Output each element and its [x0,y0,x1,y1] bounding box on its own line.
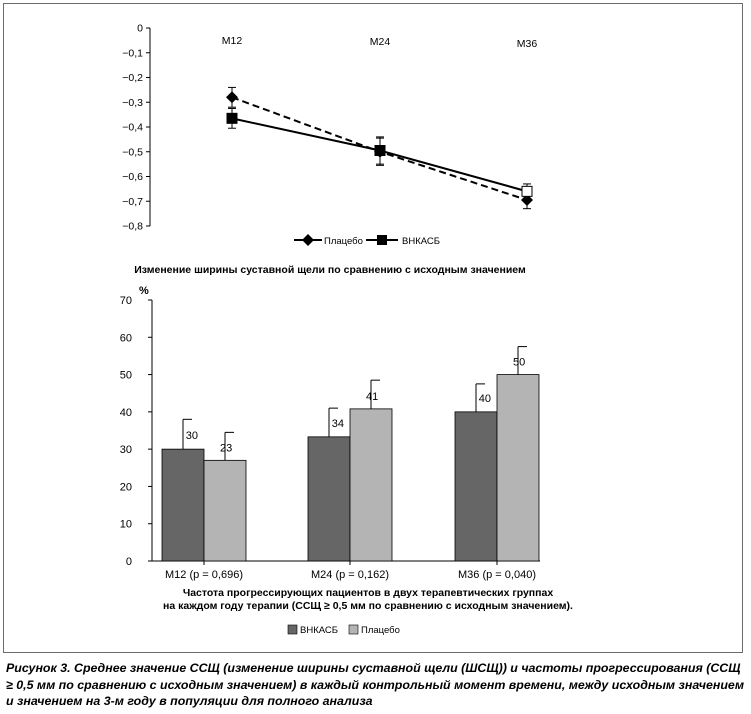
data-label: 50 [513,357,525,369]
data-label: 40 [479,393,491,405]
legend-marker [302,234,314,246]
data-label: 23 [220,442,232,454]
y-tick-label: 40 [120,407,132,419]
y-tick-label: −0,7 [122,196,143,208]
bar-chart: % 0 10 20 30 40 50 60 70 30 23 34 41 40 50 M12 (p = … [120,285,540,636]
legend-label: ВНКАСБ [402,236,440,247]
legend-label: ВНКАСБ [300,625,338,636]
line-chart-series [226,86,533,210]
y-tick-label: −0,5 [122,146,143,158]
y-tick-label: 10 [120,519,132,531]
y-tick-label: 20 [120,481,132,493]
figure-caption: Рисунок 3. Среднее значение ССЩ (изменен… [6,661,744,708]
bar-chart-title-line-1: Частота прогрессирующих пациентов в двух… [183,587,554,599]
bar-chart-legend: ВНКАСБ Плацебо [287,624,400,636]
legend-label: Плацебо [361,625,400,636]
bar-chart-bars: 30 23 34 41 40 50 [161,346,540,562]
data-point [374,145,386,157]
category-label: M12 (p = 0,696) [165,569,243,581]
figure-frame [3,3,743,653]
bar [161,448,205,562]
bar-chart-categories: M12 (p = 0,696) M24 (p = 0,162) M36 (p = 0… [165,561,536,581]
line-chart: 0 −0,1 −0,2 −0,3 −0,4 −0,5 −0,6 −0,7 −0,8 M12 M24… [122,23,537,248]
data-point [226,112,238,124]
line-chart-y-axis: 0 −0,1 −0,2 −0,3 −0,4 −0,5 −0,6 −0,7 −0,8 [122,23,151,233]
bar [203,459,247,562]
data-label: 34 [332,418,344,430]
y-tick-label: −0,8 [122,221,143,233]
legend-marker [377,235,387,245]
y-tick-label: 50 [120,370,132,382]
data-point [521,185,533,197]
y-tick-label: 70 [120,295,132,307]
y-tick-label: 0 [137,23,143,35]
y-tick-label: 60 [120,332,132,344]
y-tick-label: −0,3 [122,97,143,109]
bar [496,374,540,562]
data-point [226,91,238,104]
bar [454,411,498,562]
data-point [521,194,533,207]
y-tick-label: 0 [126,556,132,568]
y-tick-label: −0,2 [122,72,143,84]
y-tick-label: −0,6 [122,171,143,183]
data-label: 41 [366,391,378,403]
category-label: M12 [222,35,243,47]
figure-charts: 0 −0,1 −0,2 −0,3 −0,4 −0,5 −0,6 −0,7 −0,8 M12 M24… [120,23,573,637]
legend-swatch [348,624,359,635]
line-chart-categories: M12 M24 M36 [222,35,538,50]
bar-chart-title-line-2: на каждом году терапии (ССЩ ≥ 0,5 мм по … [163,600,573,612]
y-tick-label: −0,4 [122,122,143,134]
category-label: M24 [370,36,391,48]
category-label: M24 (p = 0,162) [311,569,389,581]
legend-swatch [287,624,298,635]
y-tick-label: −0,1 [122,47,143,59]
data-label: 30 [186,430,198,442]
line-chart-title: Изменение ширины суставной щели по сравн… [134,264,526,276]
bar [307,436,351,562]
category-label: M36 (p = 0,040) [458,569,536,581]
bar-chart-y-label: % [139,285,149,297]
legend-label: Плацебо [324,236,363,247]
bar [349,408,393,562]
category-label: M36 [517,38,538,50]
y-tick-label: 30 [120,444,132,456]
line-chart-legend: Плацебо ВНКАСБ [294,234,440,247]
